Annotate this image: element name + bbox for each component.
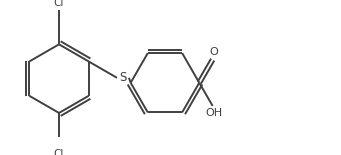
Text: S: S xyxy=(119,71,127,84)
Text: Cl: Cl xyxy=(54,149,64,155)
Text: O: O xyxy=(210,47,218,57)
Text: OH: OH xyxy=(206,108,223,118)
Text: Cl: Cl xyxy=(54,0,64,8)
